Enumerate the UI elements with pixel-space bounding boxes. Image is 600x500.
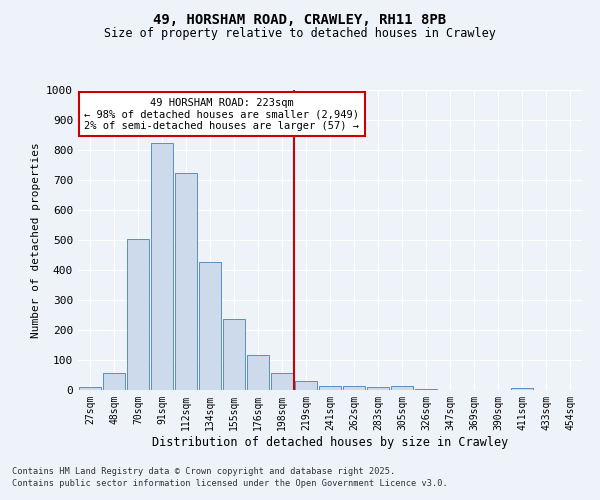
- Bar: [415, 388, 437, 390]
- Bar: [295, 381, 317, 390]
- Bar: [103, 373, 125, 390]
- X-axis label: Distribution of detached houses by size in Crawley: Distribution of detached houses by size …: [152, 436, 508, 448]
- Text: 49 HORSHAM ROAD: 223sqm
← 98% of detached houses are smaller (2,949)
2% of semi-: 49 HORSHAM ROAD: 223sqm ← 98% of detache…: [85, 98, 359, 130]
- Bar: [511, 388, 533, 390]
- Bar: [151, 142, 173, 390]
- Bar: [319, 386, 341, 390]
- Bar: [343, 386, 365, 390]
- Bar: [175, 173, 197, 390]
- Text: Contains public sector information licensed under the Open Government Licence v3: Contains public sector information licen…: [12, 478, 448, 488]
- Bar: [199, 262, 221, 390]
- Text: 49, HORSHAM ROAD, CRAWLEY, RH11 8PB: 49, HORSHAM ROAD, CRAWLEY, RH11 8PB: [154, 12, 446, 26]
- Text: Size of property relative to detached houses in Crawley: Size of property relative to detached ho…: [104, 28, 496, 40]
- Bar: [367, 387, 389, 390]
- Bar: [271, 373, 293, 390]
- Text: Contains HM Land Registry data © Crown copyright and database right 2025.: Contains HM Land Registry data © Crown c…: [12, 467, 395, 476]
- Bar: [79, 387, 101, 390]
- Bar: [127, 238, 149, 390]
- Bar: [247, 355, 269, 390]
- Bar: [391, 386, 413, 390]
- Y-axis label: Number of detached properties: Number of detached properties: [31, 142, 41, 338]
- Bar: [223, 318, 245, 390]
